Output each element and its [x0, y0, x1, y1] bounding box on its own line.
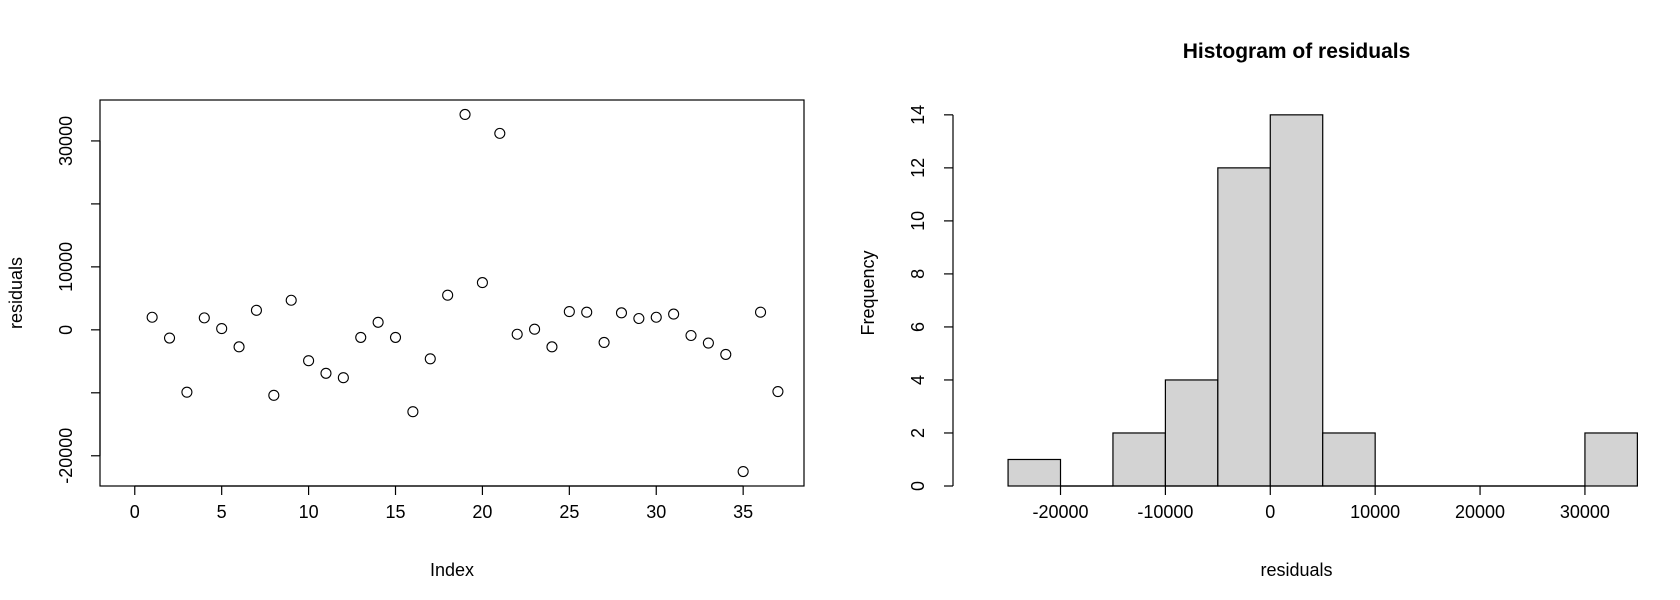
data-point — [372, 316, 384, 328]
histogram-bar — [1322, 432, 1376, 487]
histogram-bar — [1007, 458, 1062, 487]
data-point — [320, 367, 332, 379]
y-tick-label: 6 — [908, 322, 928, 332]
y-axis: 0 2 4 6 8 10 12 14 — [908, 105, 954, 491]
y-tick-label: 4 — [908, 375, 928, 385]
data-point — [459, 108, 471, 121]
scatter-points — [146, 108, 784, 478]
data-point — [772, 385, 784, 398]
data-point — [563, 306, 575, 318]
x-tick-label: 5 — [217, 502, 227, 522]
histogram-bars — [1007, 114, 1638, 487]
y-tick-label: 14 — [908, 105, 928, 125]
data-point — [581, 306, 593, 318]
x-tick-label: 30 — [646, 502, 666, 522]
data-point — [511, 328, 523, 340]
data-point — [598, 336, 610, 348]
data-point — [389, 331, 402, 343]
y-tick-label: 0 — [56, 325, 76, 335]
data-point — [737, 465, 749, 478]
y-tick-label: 10000 — [56, 242, 76, 292]
data-point — [146, 311, 158, 323]
histogram-bar — [1112, 432, 1166, 487]
x-tick-label: 15 — [385, 502, 405, 522]
residuals-scatter-plot: 0 5 10 15 20 25 30 35 -20000 0 10000 30000 Index r… — [6, 99, 805, 580]
x-tick-label: 0 — [130, 502, 140, 522]
data-point — [720, 348, 732, 360]
data-point — [163, 332, 176, 344]
x-tick-label: 20 — [472, 502, 492, 522]
x-axis: 0 5 10 15 20 25 30 35 — [130, 485, 753, 522]
data-point — [650, 311, 662, 323]
x-tick-label: -10000 — [1137, 502, 1193, 522]
y-tick-label: -20000 — [56, 428, 76, 484]
data-point — [546, 341, 558, 353]
data-point — [702, 337, 714, 349]
data-point — [337, 372, 349, 384]
data-point — [198, 312, 210, 324]
data-point — [285, 294, 297, 306]
data-point — [615, 307, 628, 319]
y-tick-label: 0 — [908, 481, 928, 491]
y-tick-label: 12 — [908, 158, 928, 178]
x-axis-title: residuals — [1260, 560, 1332, 580]
data-point — [494, 127, 506, 139]
data-point — [685, 329, 697, 342]
data-point — [668, 308, 680, 320]
x-tick-label: 30000 — [1560, 502, 1610, 522]
x-tick-label: 10 — [299, 502, 319, 522]
x-tick-label: 25 — [559, 502, 579, 522]
y-tick-label: 30000 — [56, 116, 76, 166]
y-tick-label: 8 — [908, 269, 928, 279]
x-tick-label: 35 — [733, 502, 753, 522]
residuals-histogram: Histogram of residuals -20000 -10000 0 1000… — [858, 40, 1638, 580]
data-point — [250, 304, 262, 316]
data-point — [268, 389, 280, 401]
x-tick-label: -20000 — [1032, 502, 1088, 522]
data-point — [407, 406, 419, 418]
histogram-bar — [1269, 114, 1324, 487]
histogram-bar — [1164, 379, 1219, 487]
x-tick-label: 0 — [1265, 502, 1275, 522]
data-point — [529, 323, 541, 335]
x-axis: -20000 -10000 0 10000 20000 30000 — [1032, 485, 1610, 522]
histogram-bar — [1584, 432, 1638, 487]
y-axis-title: residuals — [6, 257, 26, 329]
histogram-bar — [1217, 167, 1271, 487]
x-tick-label: 20000 — [1455, 502, 1505, 522]
y-tick-label: 2 — [908, 428, 928, 438]
data-point — [633, 312, 645, 325]
data-point — [216, 323, 228, 335]
y-axis: -20000 0 10000 30000 — [56, 116, 101, 484]
data-point — [754, 306, 767, 318]
y-tick-label: 10 — [908, 211, 928, 231]
data-point — [424, 353, 436, 365]
y-axis-title: Frequency — [858, 250, 878, 335]
x-tick-label: 10000 — [1350, 502, 1400, 522]
data-point — [233, 341, 245, 353]
data-point — [181, 386, 193, 398]
data-point — [303, 355, 315, 367]
data-point — [476, 277, 488, 289]
x-axis-title: Index — [430, 560, 474, 580]
chart-title: Histogram of residuals — [1183, 40, 1411, 63]
data-point — [442, 289, 454, 301]
data-point — [355, 331, 367, 343]
